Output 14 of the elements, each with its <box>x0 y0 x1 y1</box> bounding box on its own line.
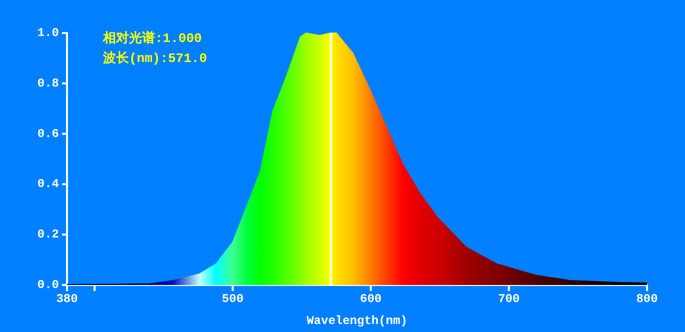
x-axis-title: Wavelength(nm) <box>306 314 408 328</box>
x-tick-label: 600 <box>360 292 382 306</box>
x-tick-label: 700 <box>498 292 520 306</box>
annotation: 波长(nm):571.0 <box>102 51 208 66</box>
y-tick-label: 0.4 <box>37 177 59 192</box>
y-tick-label: 0.8 <box>37 76 59 90</box>
y-tick-label: 0.2 <box>37 228 59 242</box>
y-tick-label: 0.0 <box>37 278 59 292</box>
x-tick-label: 800 <box>636 292 658 306</box>
annotation: 相对光谱:1.000 <box>102 30 202 46</box>
y-tick-label: 1.0 <box>37 26 59 40</box>
x-tick-label: 500 <box>222 292 244 306</box>
x-tick-label: 380 <box>56 292 78 306</box>
y-tick-label: 0.6 <box>37 126 59 141</box>
